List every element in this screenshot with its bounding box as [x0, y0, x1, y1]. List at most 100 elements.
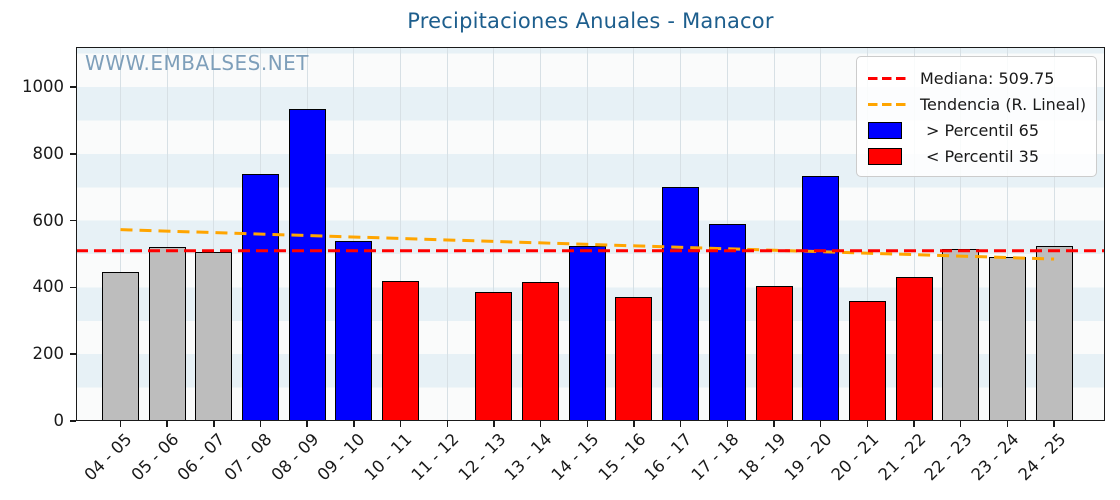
- trend-swatch-icon: [868, 102, 908, 106]
- x-tick-label: 15 - 16: [594, 429, 650, 485]
- x-tick: [166, 421, 168, 427]
- bar-19-20: [802, 175, 840, 421]
- x-tick-label: 05 - 06: [127, 429, 183, 485]
- x-tick: [1053, 421, 1055, 427]
- x-tick: [539, 421, 542, 427]
- trend-swatch: [868, 102, 906, 106]
- x-tick: [913, 421, 915, 427]
- chart-title: Precipitaciones Anuales - Manacor: [407, 9, 774, 33]
- gridline: [353, 47, 355, 421]
- x-tick-label: 20 - 21: [827, 429, 883, 485]
- gridline: [166, 47, 168, 421]
- legend-item-label: Mediana: 509.75: [920, 68, 1055, 88]
- bar-20-21: [848, 300, 886, 421]
- x-tick-label: 10 - 11: [360, 429, 416, 485]
- y-tick-label: 600: [32, 210, 65, 230]
- gridline: [773, 47, 775, 421]
- bar-06-07: [195, 252, 233, 421]
- gridline: [960, 47, 962, 421]
- x-tick: [586, 421, 589, 427]
- legend-item-trend: Tendencia (R. Lineal): [868, 91, 1086, 117]
- bar-10-11: [382, 280, 420, 421]
- x-tick: [959, 421, 962, 427]
- bar-18-19: [755, 285, 793, 421]
- x-tick: [353, 421, 355, 427]
- gridline: [633, 47, 635, 421]
- legend-item-label: > Percentil 65: [926, 120, 1040, 140]
- bar-16-17: [662, 187, 700, 421]
- x-tick-label: 14 - 15: [547, 429, 603, 485]
- median-swatch: [868, 76, 906, 80]
- bar-23-24: [988, 257, 1026, 421]
- plot-area: WWW.EMBALSES.NET Mediana: 509.75 Tendenci…: [76, 47, 1105, 421]
- legend-item-above-p65: > Percentil 65: [868, 117, 1086, 143]
- x-tick-label: 23 - 24: [967, 429, 1023, 485]
- x-tick: [819, 421, 822, 427]
- x-tick: [399, 421, 402, 427]
- x-tick-label: 24 - 25: [1014, 429, 1070, 485]
- above-p65-swatch: [868, 121, 902, 139]
- gridline: [540, 47, 542, 421]
- x-tick-label: 13 - 14: [500, 429, 556, 485]
- x-tick: [633, 421, 635, 427]
- gridline: [446, 47, 448, 421]
- bar-21-22: [895, 277, 933, 421]
- y-tick-label: 400: [32, 277, 65, 297]
- x-tick-label: 12 - 13: [454, 429, 509, 485]
- bar-22-23: [942, 249, 980, 421]
- reference-lines-layer: [76, 228, 1105, 261]
- x-tick: [306, 421, 308, 427]
- x-tick-label: 06 - 07: [174, 429, 229, 485]
- above-p65-swatch-icon: [868, 121, 908, 139]
- median-swatch-icon: [868, 76, 908, 80]
- legend: Mediana: 509.75 Tendencia (R. Lineal) > Pe…: [856, 56, 1097, 177]
- x-tick: [726, 421, 729, 427]
- x-tick-label: 18 - 19: [734, 429, 790, 485]
- y-tick: [70, 420, 76, 422]
- y-tick-label: 200: [32, 344, 65, 364]
- bar-07-08: [242, 173, 280, 421]
- bar-13-14: [522, 282, 560, 421]
- x-tick-label: 19 - 20: [780, 429, 836, 485]
- gridline: [1053, 47, 1055, 421]
- y-tick-label: 800: [32, 143, 65, 163]
- x-tick-label: 21 - 22: [874, 429, 930, 485]
- y-tick: [70, 353, 76, 355]
- bar-24-25: [1035, 245, 1073, 421]
- x-tick: [1006, 421, 1009, 427]
- below-p35-swatch: [868, 147, 902, 165]
- y-tick-label: 0: [53, 411, 65, 430]
- gridline: [493, 47, 495, 421]
- gridline: [213, 47, 215, 421]
- y-tick: [70, 86, 76, 88]
- gridline: [913, 47, 915, 421]
- y-tick: [70, 286, 76, 289]
- x-tick-label: 04 - 05: [80, 429, 136, 485]
- y-tick: [70, 153, 76, 155]
- x-tick: [119, 421, 122, 427]
- x-tick: [773, 421, 775, 427]
- bar-14-15: [568, 245, 606, 421]
- legend-item-below-p35: < Percentil 35: [868, 143, 1086, 169]
- x-tick: [259, 421, 262, 427]
- bar-05-06: [148, 247, 186, 421]
- bar-17-18: [708, 223, 746, 421]
- y-tick-label: 1000: [22, 77, 64, 97]
- legend-item-median: Mediana: 509.75: [868, 65, 1086, 91]
- watermark: WWW.EMBALSES.NET: [85, 51, 310, 75]
- x-tick: [493, 421, 495, 427]
- bar-09-10: [335, 240, 373, 421]
- legend-item-label: < Percentil 35: [926, 146, 1040, 166]
- bar-12-13: [475, 292, 513, 421]
- x-tick-label: 22 - 23: [921, 429, 976, 485]
- x-tick: [866, 421, 869, 427]
- gridline: [120, 47, 121, 421]
- gridline: [586, 47, 588, 421]
- gridline: [866, 47, 868, 421]
- trend-line: [120, 228, 1055, 261]
- x-tick-label: 07 - 08: [220, 429, 276, 485]
- bar-04-05: [102, 272, 139, 421]
- x-tick-label: 11 - 12: [407, 429, 463, 485]
- x-tick-label: 08 - 09: [267, 429, 323, 485]
